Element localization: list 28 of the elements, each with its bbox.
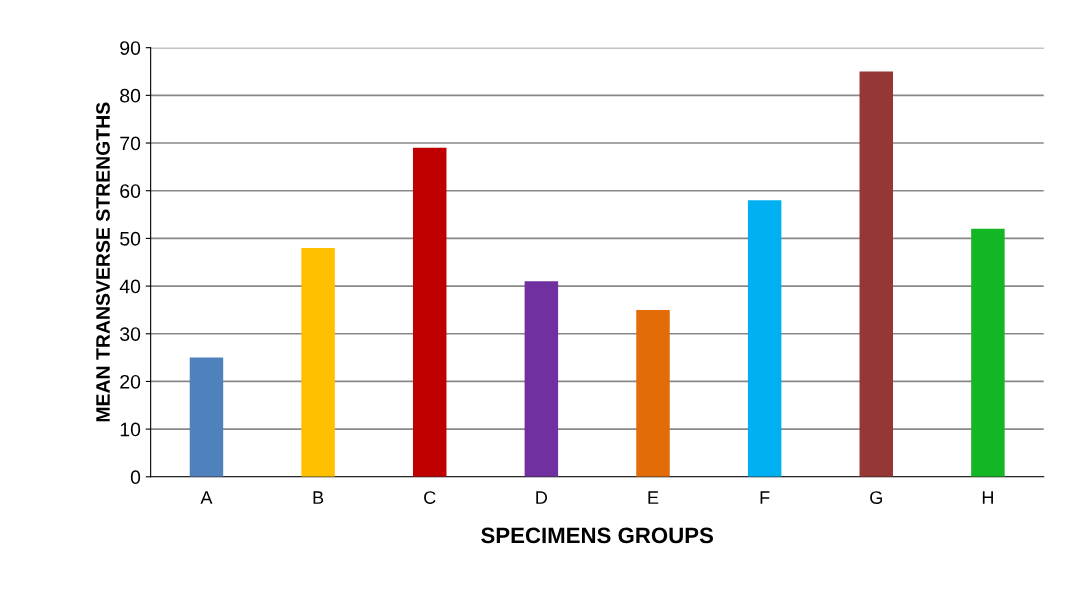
x-axis-title: SPECIMENS GROUPS bbox=[481, 527, 713, 544]
bar bbox=[747, 200, 782, 477]
bar bbox=[301, 247, 335, 477]
bar bbox=[189, 357, 224, 477]
x-tick-label: H bbox=[982, 491, 993, 504]
x-tick-label: F bbox=[760, 491, 770, 504]
x-tick-label: G bbox=[870, 491, 882, 504]
y-tick-label: 60 bbox=[120, 184, 141, 198]
x-tick-label: B bbox=[313, 491, 324, 504]
y-tick-label: 50 bbox=[120, 231, 141, 246]
y-axis-title: MEAN TRANSVERSE STRENGTHS bbox=[96, 102, 110, 422]
y-tick-label: 70 bbox=[120, 136, 141, 151]
y-tick-label: 20 bbox=[120, 374, 141, 389]
bar bbox=[412, 147, 447, 477]
y-tick-label: 40 bbox=[119, 279, 141, 294]
x-tick-label: C bbox=[424, 491, 436, 504]
bar bbox=[859, 71, 894, 477]
bar bbox=[971, 228, 1005, 477]
bar bbox=[636, 309, 670, 477]
x-tick-label: E bbox=[648, 491, 659, 504]
y-tick-label: 0 bbox=[130, 470, 141, 485]
y-tick-label: 30 bbox=[120, 327, 141, 341]
bar bbox=[524, 281, 559, 477]
y-tick-label: 80 bbox=[120, 88, 141, 103]
x-tick-label: A bbox=[200, 491, 213, 504]
y-tick-label: 90 bbox=[120, 41, 141, 55]
x-tick-label: D bbox=[536, 491, 548, 504]
y-tick-label: 10 bbox=[120, 422, 141, 437]
